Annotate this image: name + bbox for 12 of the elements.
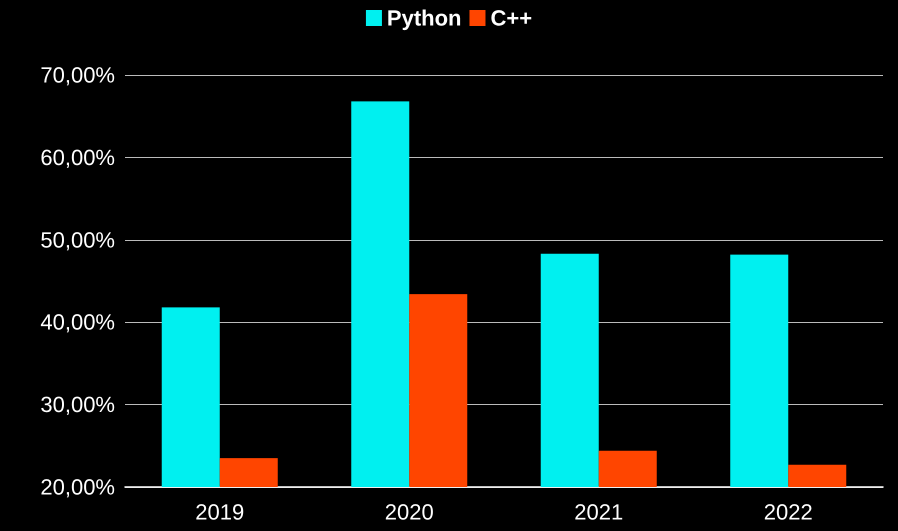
y-tick-label: 50,00% <box>40 227 115 252</box>
y-tick-label: 60,00% <box>40 144 115 170</box>
x-tick-label: 2020 <box>384 500 434 524</box>
x-tick-label: 2022 <box>764 500 813 524</box>
x-tick-label: 2021 <box>574 500 624 524</box>
legend-label: C++ <box>490 6 532 30</box>
y-tick-label: 30,00% <box>40 392 115 418</box>
y-tick-label: 20,00% <box>40 474 115 500</box>
y-tick-label: 70,00% <box>40 62 115 88</box>
x-tick-label: 2019 <box>195 500 244 524</box>
legend-label: Python <box>386 6 462 30</box>
y-tick-label: 40,00% <box>40 310 115 335</box>
